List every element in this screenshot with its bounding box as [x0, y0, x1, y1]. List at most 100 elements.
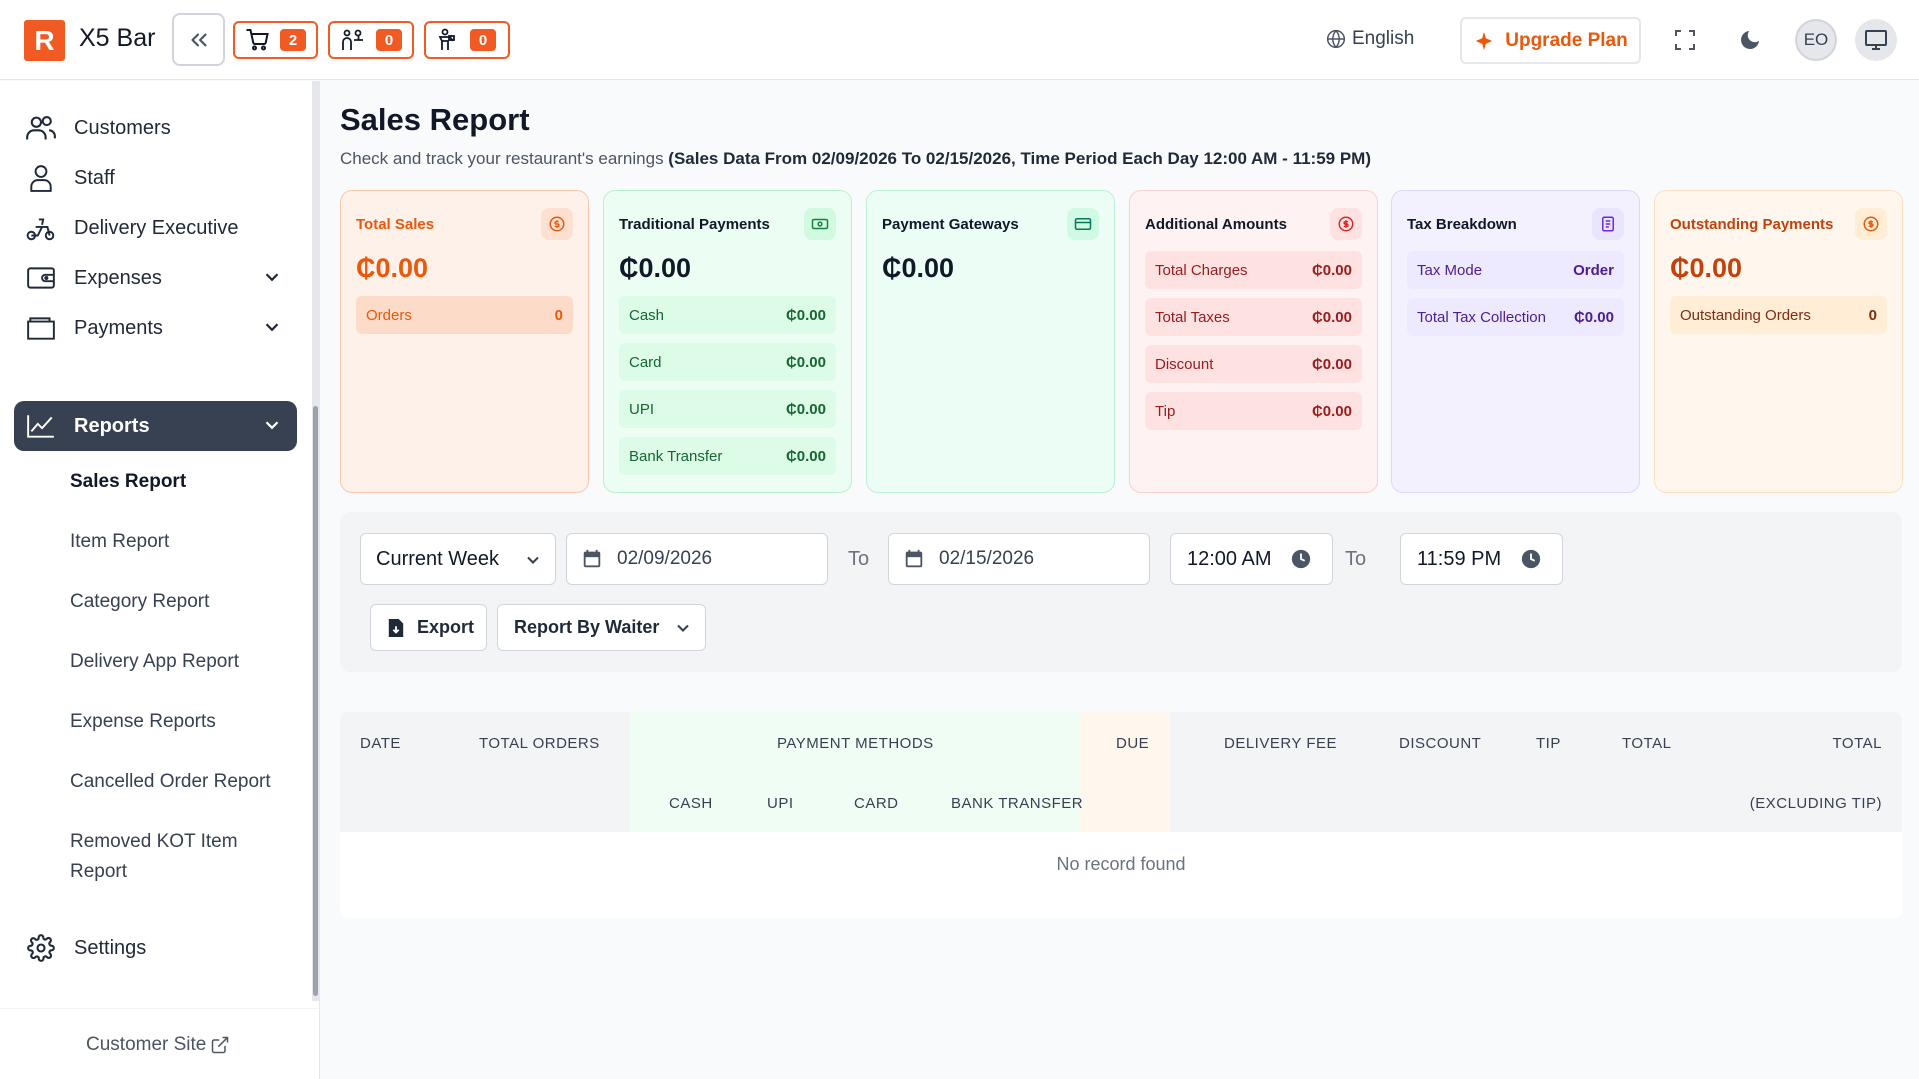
card-value: ₵0.00: [785, 353, 826, 371]
customer-site-label: Customer Site: [86, 1034, 207, 1055]
start-date-value: 02/09/2026: [617, 548, 713, 569]
end-time-input[interactable]: 11:59 PM: [1400, 533, 1563, 585]
start-time-input[interactable]: 12:00 AM: [1170, 533, 1333, 585]
total-charges-row: Total Charges ₵0.00: [1145, 251, 1362, 289]
card-title: Tax Breakdown: [1407, 215, 1517, 233]
subtitle-date-range: (Sales Data From 02/09/2026 To 02/15/202…: [668, 149, 1371, 168]
upgrade-plan-button[interactable]: Upgrade Plan: [1460, 17, 1641, 64]
wallet-icon: [27, 267, 55, 289]
sidebar-label: Payments: [74, 316, 163, 339]
sidebar-label: Settings: [74, 936, 147, 959]
sidebar-subitem-expense-reports[interactable]: Expense Reports: [70, 711, 216, 732]
col-cash: CASH: [669, 795, 713, 812]
fullscreen-button[interactable]: [1665, 20, 1705, 60]
sidebar-item-staff[interactable]: Staff: [14, 153, 297, 203]
additional-badge: [1330, 208, 1362, 240]
card-title: Outstanding Payments: [1670, 215, 1834, 233]
subtitle-text: Check and track your restaurant's earnin…: [340, 149, 669, 168]
period-select[interactable]: Current Week: [360, 533, 556, 585]
sidebar-item-delivery-executive[interactable]: Delivery Executive: [14, 203, 297, 253]
customer-site-link[interactable]: Customer Site: [86, 1034, 230, 1056]
cash-label: Cash: [629, 306, 665, 324]
sidebar-item-settings[interactable]: Settings: [14, 923, 297, 973]
empty-message: No record found: [1056, 854, 1186, 874]
sidebar-subitem-delivery-app-report[interactable]: Delivery App Report: [70, 651, 239, 672]
sidebar-item-expenses[interactable]: Expenses: [14, 253, 297, 303]
traditional-badge: [804, 208, 836, 240]
total-sales-value: ₵0.00: [356, 253, 429, 283]
col-due: DUE: [1116, 735, 1150, 752]
monitor-icon: [1865, 30, 1887, 50]
report-by-select[interactable]: Report By Waiter: [497, 604, 706, 651]
delivery-requests-count: 0: [470, 29, 496, 51]
pos-screen-button[interactable]: [1855, 19, 1897, 61]
col-total-orders: TOTAL ORDERS: [479, 735, 600, 752]
moon-icon: [1741, 31, 1759, 49]
time-to-label: To: [1345, 548, 1367, 570]
card-label: Card: [629, 353, 662, 371]
pending-orders-button[interactable]: 2: [233, 21, 318, 59]
col-delivery-fee: DELIVERY FEE: [1224, 735, 1337, 752]
calendar-icon: [583, 549, 601, 568]
report-by-value: Report By Waiter: [514, 617, 660, 637]
card-title: Payment Gateways: [882, 215, 1019, 233]
due-header-group: [1080, 712, 1170, 832]
scooter-icon: [26, 218, 55, 241]
app-logo[interactable]: R: [24, 20, 65, 61]
end-time-value: 11:59 PM: [1417, 547, 1502, 570]
cash-value: ₵0.00: [785, 306, 826, 324]
sidebar-item-customers[interactable]: Customers: [14, 103, 297, 153]
card-row: Card ₵0.00: [619, 343, 836, 381]
sidebar-item-payments[interactable]: Payments: [14, 303, 297, 353]
language-selector[interactable]: English: [1326, 28, 1414, 50]
double-chevron-left-icon: [190, 33, 207, 46]
sidebar-subitem-cancelled-order-report[interactable]: Cancelled Order Report: [70, 771, 271, 792]
cart-icon: [246, 29, 269, 51]
clock-icon: [1521, 549, 1541, 569]
cash-row: Cash ₵0.00: [619, 296, 836, 334]
sidebar-subitem-item-report[interactable]: Item Report: [70, 531, 170, 552]
col-discount: DISCOUNT: [1399, 735, 1482, 752]
sidebar-subitem-category-report[interactable]: Category Report: [70, 591, 210, 612]
dollar-circle-icon: [1338, 216, 1354, 232]
language-label: English: [1352, 28, 1415, 49]
tax-breakdown-card: Tax Breakdown Tax Mode Order Total Tax Co…: [1391, 190, 1640, 493]
orders-value: 0: [554, 306, 563, 324]
sidebar-subitem-removed-kot-item-report[interactable]: Removed KOT Item Report: [70, 831, 238, 882]
outstanding-orders-row: Outstanding Orders 0: [1670, 296, 1887, 334]
end-date-value: 02/15/2026: [939, 548, 1035, 569]
user-avatar[interactable]: EO: [1795, 19, 1837, 61]
total-taxes-row: Total Taxes ₵0.00: [1145, 298, 1362, 336]
export-button[interactable]: Export: [370, 604, 487, 651]
tip-row: Tip ₵0.00: [1145, 392, 1362, 430]
outstanding-badge: [1855, 208, 1887, 240]
bank-transfer-value: ₵0.00: [785, 447, 826, 465]
waiter-requests-button[interactable]: 0: [328, 21, 414, 59]
chart-icon: [27, 415, 54, 438]
sidebar-label: Expenses: [74, 266, 162, 289]
total-charges-label: Total Charges: [1155, 261, 1248, 279]
top-bar: R X5 Bar 2 0 0 English Upgrade Plan EO: [0, 0, 1919, 80]
col-total: TOTAL: [1622, 735, 1672, 752]
tax-mode-value: Order: [1573, 261, 1614, 279]
chevron-down-icon: [677, 624, 689, 632]
logo-letter: R: [34, 24, 55, 56]
outstanding-value: ₵0.00: [1670, 253, 1743, 283]
start-date-input[interactable]: 02/09/2026: [566, 533, 828, 585]
sidebar-item-reports[interactable]: Reports: [14, 401, 297, 451]
dark-mode-toggle[interactable]: [1730, 20, 1770, 60]
sidebar-subitem-sales-report[interactable]: Sales Report: [70, 471, 187, 492]
date-to-label: To: [848, 548, 870, 570]
collapse-sidebar-button[interactable]: [172, 13, 225, 66]
delivery-person-icon: [438, 28, 455, 50]
sidebar: Customers Staff Delivery Executive Expen…: [0, 81, 320, 1079]
delivery-requests-button[interactable]: 0: [424, 21, 510, 59]
end-date-input[interactable]: 02/15/2026: [888, 533, 1150, 585]
sales-table: DATE TOTAL ORDERS PAYMENT METHODS CASH U…: [340, 712, 1902, 918]
col-bank-transfer: BANK TRANSFER: [951, 795, 1084, 812]
user-icon: [30, 165, 52, 192]
sales-badge: [541, 208, 573, 240]
total-charges-value: ₵0.00: [1311, 261, 1352, 279]
sidebar-scrollbar-thumb[interactable]: [313, 406, 318, 996]
col-upi: UPI: [767, 795, 794, 812]
